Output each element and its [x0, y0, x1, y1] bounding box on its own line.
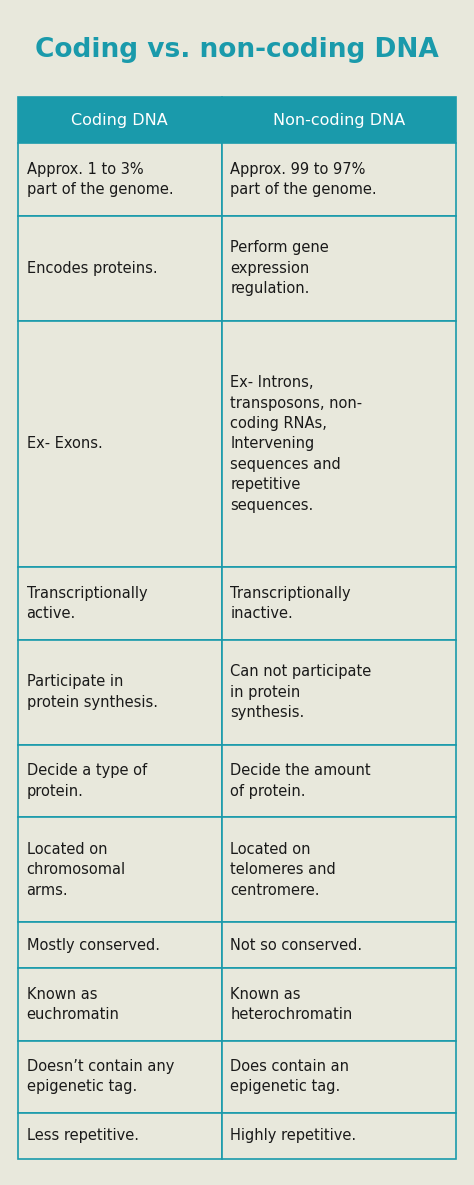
Text: Doesn’t contain any
epigenetic tag.: Doesn’t contain any epigenetic tag. — [27, 1059, 174, 1095]
Text: Known as
heterochromatin: Known as heterochromatin — [230, 987, 353, 1023]
Bar — [18, 216, 222, 321]
Text: Decide a type of
protein.: Decide a type of protein. — [27, 763, 146, 799]
Text: Transcriptionally
inactive.: Transcriptionally inactive. — [230, 585, 351, 621]
Text: Ex- Introns,
transposons, non-
coding RNAs,
Intervening
sequences and
repetitive: Ex- Introns, transposons, non- coding RN… — [230, 376, 362, 513]
Text: Perform gene
expression
regulation.: Perform gene expression regulation. — [230, 241, 329, 296]
Text: Coding vs. non-coding DNA: Coding vs. non-coding DNA — [35, 37, 439, 63]
Text: Less repetitive.: Less repetitive. — [27, 1128, 138, 1144]
Bar — [222, 968, 456, 1040]
Bar — [222, 216, 456, 321]
Text: Participate in
protein synthesis.: Participate in protein synthesis. — [27, 674, 157, 710]
Bar — [222, 1113, 456, 1159]
Bar — [222, 97, 456, 143]
Bar — [222, 143, 456, 216]
Text: Approx. 99 to 97%
part of the genome.: Approx. 99 to 97% part of the genome. — [230, 161, 377, 197]
Bar — [18, 968, 222, 1040]
Text: Non-coding DNA: Non-coding DNA — [273, 113, 405, 128]
Text: Encodes proteins.: Encodes proteins. — [27, 261, 157, 276]
Text: Coding DNA: Coding DNA — [72, 113, 168, 128]
Bar — [18, 143, 222, 216]
Bar — [18, 744, 222, 818]
Bar — [18, 922, 222, 968]
Text: Mostly conserved.: Mostly conserved. — [27, 937, 160, 953]
Bar — [18, 568, 222, 640]
Bar — [222, 818, 456, 922]
Bar — [222, 640, 456, 744]
Text: Highly repetitive.: Highly repetitive. — [230, 1128, 356, 1144]
Bar — [18, 1113, 222, 1159]
Bar — [222, 744, 456, 818]
Text: Located on
chromosomal
arms.: Located on chromosomal arms. — [27, 841, 126, 897]
Bar — [222, 321, 456, 568]
Text: Transcriptionally
active.: Transcriptionally active. — [27, 585, 147, 621]
Bar — [18, 640, 222, 744]
Bar — [222, 568, 456, 640]
Bar — [222, 1040, 456, 1113]
Text: Not so conserved.: Not so conserved. — [230, 937, 362, 953]
Bar — [18, 321, 222, 568]
Bar — [222, 922, 456, 968]
Text: Does contain an
epigenetic tag.: Does contain an epigenetic tag. — [230, 1059, 349, 1095]
Text: Located on
telomeres and
centromere.: Located on telomeres and centromere. — [230, 841, 336, 897]
Text: Ex- Exons.: Ex- Exons. — [27, 436, 102, 451]
Text: Decide the amount
of protein.: Decide the amount of protein. — [230, 763, 371, 799]
Text: Approx. 1 to 3%
part of the genome.: Approx. 1 to 3% part of the genome. — [27, 161, 173, 197]
Text: Known as
euchromatin: Known as euchromatin — [27, 987, 119, 1023]
Bar — [18, 818, 222, 922]
Bar — [18, 1040, 222, 1113]
Bar — [18, 97, 222, 143]
Text: Can not participate
in protein
synthesis.: Can not participate in protein synthesis… — [230, 665, 372, 720]
